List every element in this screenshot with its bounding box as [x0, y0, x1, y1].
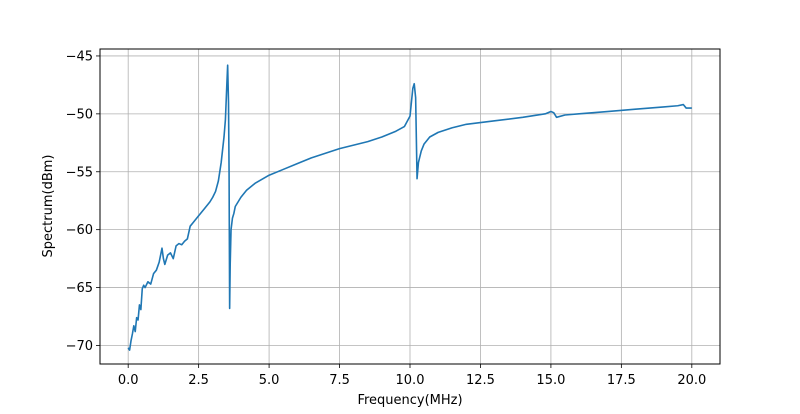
x-tick-label: 15.0	[536, 373, 565, 388]
series-line	[127, 64, 692, 351]
x-tick-label: 17.5	[607, 373, 636, 388]
x-axis-label: Frequency(MHz)	[357, 393, 462, 408]
y-axis: −70 −65 −60 −55 −50 −45	[66, 49, 100, 354]
x-tick-label: 10.0	[396, 373, 425, 388]
y-tick-label: −70	[66, 339, 93, 354]
y-tick-label: −50	[66, 107, 93, 122]
series-layer	[127, 64, 692, 351]
y-axis-label: Spectrum(dBm)	[41, 155, 56, 258]
x-tick-label: 12.5	[466, 373, 495, 388]
x-axis: 0.0 2.5 5.0 7.5 10.0 12.5 15.0 17.5 20.0	[118, 364, 706, 388]
y-tick-label: −65	[66, 281, 93, 296]
x-tick-label: 0.0	[118, 373, 139, 388]
x-tick-label: 7.5	[329, 373, 350, 388]
x-tick-label: 5.0	[259, 373, 280, 388]
x-tick-label: 20.0	[677, 373, 706, 388]
x-tick-label: 2.5	[188, 373, 209, 388]
y-tick-label: −55	[66, 165, 93, 180]
y-tick-label: −45	[66, 49, 93, 64]
y-tick-label: −60	[66, 223, 93, 238]
